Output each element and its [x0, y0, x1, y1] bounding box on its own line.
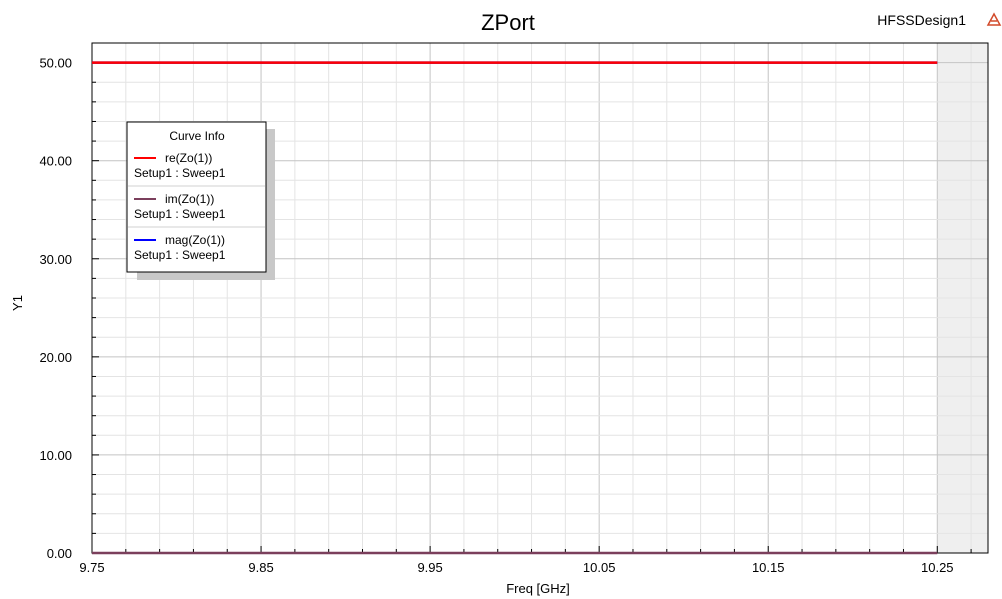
tick-labels: 9.75 9.85 9.95 10.05 10.15 10.25 0.00 10.00 20.0…: [39, 56, 953, 575]
legend-box: [126, 121, 267, 273]
legend-series-setup: Setup1 : Sweep1: [134, 166, 226, 180]
y-tick-label: 30.00: [39, 252, 72, 267]
legend-title: Curve Info: [169, 129, 225, 143]
legend-series-name: re(Zo(1)): [165, 151, 212, 165]
y-axis-title: Y1: [10, 295, 25, 311]
y-tick-label: 0.00: [47, 546, 72, 561]
legend-series-name: im(Zo(1)): [165, 192, 214, 206]
design-name: HFSSDesign1: [877, 12, 966, 28]
ansys-logo-icon: [986, 12, 1002, 26]
legend-series-setup: Setup1 : Sweep1: [134, 207, 226, 221]
y-tick-label: 20.00: [39, 350, 72, 365]
legend[interactable]: Curve Info re(Zo(1))Setup1 : Sweep1im(Zo…: [126, 121, 275, 280]
legend-series-setup: Setup1 : Sweep1: [134, 248, 226, 262]
series-lines: [92, 61, 938, 555]
x-tick-label: 9.75: [79, 560, 104, 575]
y-tick-label: 40.00: [39, 154, 72, 169]
chart-title: ZPort: [481, 10, 535, 35]
x-tick-label: 10.05: [583, 560, 616, 575]
legend-series-name: mag(Zo(1)): [165, 233, 225, 247]
y-tick-label: 10.00: [39, 448, 72, 463]
x-axis-title: Freq [GHz]: [506, 581, 570, 596]
y-tick-label: 50.00: [39, 56, 72, 71]
x-tick-label: 10.15: [752, 560, 785, 575]
x-tick-label: 9.85: [248, 560, 273, 575]
x-tick-label: 10.25: [921, 560, 954, 575]
x-tick-label: 9.95: [417, 560, 442, 575]
